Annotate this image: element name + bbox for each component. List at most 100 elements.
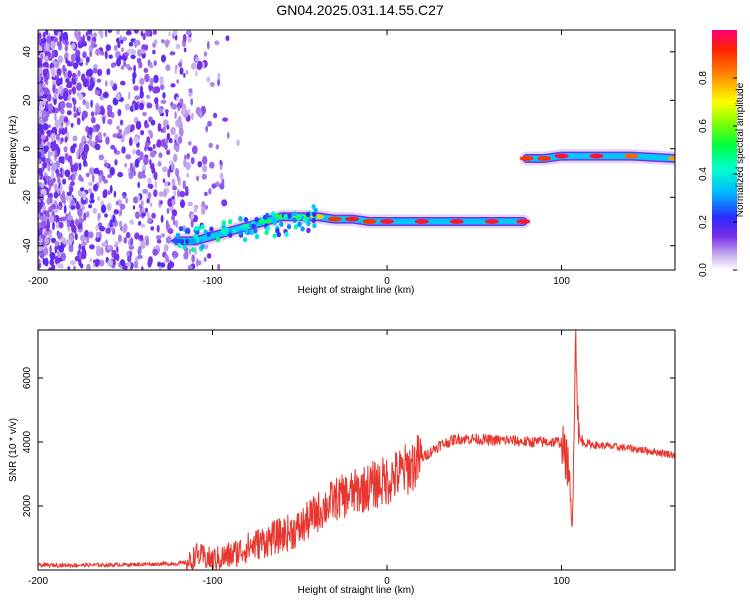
noise-speck bbox=[67, 70, 72, 79]
colorbar-tick-label: 0.8 bbox=[698, 71, 709, 85]
noise-speck bbox=[109, 219, 114, 229]
noise-speck bbox=[106, 203, 112, 211]
noise-speck bbox=[129, 166, 136, 174]
noise-speck bbox=[167, 228, 174, 235]
noise-speck bbox=[107, 174, 113, 179]
noise-speck bbox=[128, 41, 134, 47]
noise-speck bbox=[119, 203, 126, 210]
noise-speck bbox=[91, 173, 95, 183]
noise-speck bbox=[77, 208, 83, 217]
noise-speck bbox=[42, 123, 49, 131]
noise-speck bbox=[236, 139, 240, 147]
noise-speck bbox=[82, 51, 87, 59]
noise-speck bbox=[57, 31, 62, 37]
ridge-point bbox=[554, 153, 569, 159]
noise-speck bbox=[49, 252, 56, 261]
noise-speck bbox=[153, 74, 159, 84]
snr-x-ticks: -200 -100 0 100 bbox=[28, 330, 570, 587]
noise-speck bbox=[81, 110, 88, 119]
noise-speck bbox=[80, 234, 86, 242]
noise-speck bbox=[134, 211, 140, 219]
noise-speck bbox=[137, 245, 142, 255]
noise-speck bbox=[93, 43, 97, 48]
noise-speck bbox=[185, 70, 189, 75]
noise-speck bbox=[45, 100, 49, 108]
noise-speck bbox=[155, 235, 162, 240]
noise-speck bbox=[38, 59, 41, 67]
noise-speck bbox=[62, 190, 65, 199]
noise-speck bbox=[129, 250, 132, 258]
noise-speck bbox=[195, 56, 200, 62]
noise-speck bbox=[146, 102, 153, 109]
noise-speck bbox=[225, 35, 230, 42]
ridge-point bbox=[537, 156, 552, 161]
noise-speck bbox=[166, 207, 170, 214]
noise-speck bbox=[115, 200, 119, 206]
ridge-blob bbox=[274, 213, 279, 219]
noise-speck bbox=[38, 151, 42, 159]
noise-speck bbox=[59, 100, 66, 109]
noise-speck bbox=[208, 142, 213, 149]
noise-speck bbox=[139, 208, 143, 214]
noise-speck bbox=[76, 117, 81, 126]
noise-speck bbox=[59, 183, 63, 192]
ridge-blob bbox=[193, 225, 199, 232]
spectrogram-y-axis-label: Frequency (Hz) bbox=[8, 116, 19, 185]
noise-speck bbox=[122, 36, 128, 42]
noise-speck bbox=[149, 202, 153, 207]
ridge-blob bbox=[286, 224, 292, 230]
noise-speck bbox=[143, 156, 149, 166]
ridge-blob bbox=[206, 231, 211, 237]
noise-speck bbox=[158, 267, 162, 270]
ridge-blob bbox=[228, 228, 233, 234]
noise-speck bbox=[169, 261, 175, 269]
noise-speck bbox=[202, 165, 208, 173]
spectrogram-x-ticks: -200 -100 0 100 bbox=[28, 30, 570, 287]
noise-speck bbox=[42, 76, 46, 81]
noise-speck bbox=[106, 68, 111, 76]
ridge-blob bbox=[200, 224, 205, 230]
noise-speck bbox=[67, 266, 71, 270]
noise-speck bbox=[78, 218, 85, 224]
noise-speck bbox=[178, 136, 183, 144]
noise-speck bbox=[227, 131, 230, 139]
noise-speck bbox=[75, 74, 78, 83]
noise-speck bbox=[133, 136, 139, 144]
noise-speck bbox=[89, 50, 92, 58]
noise-speck bbox=[88, 167, 95, 175]
snr-x-axis-label: Height of straight line (km) bbox=[298, 585, 415, 596]
noise-speck bbox=[54, 183, 58, 192]
noise-speck bbox=[78, 258, 82, 267]
ridge-blob bbox=[209, 226, 214, 232]
noise-speck bbox=[50, 237, 57, 244]
noise-speck bbox=[98, 259, 105, 267]
noise-speck bbox=[141, 266, 144, 270]
noise-speck bbox=[139, 151, 144, 161]
noise-speck bbox=[174, 111, 177, 119]
noise-speck bbox=[44, 257, 49, 266]
noise-speck bbox=[61, 216, 67, 222]
colorbar: 0.0 0.2 0.4 0.6 0.8 Normalized spectral ampl… bbox=[698, 30, 746, 277]
noise-speck bbox=[124, 197, 129, 204]
noise-speck bbox=[103, 132, 107, 137]
noise-speck bbox=[149, 159, 152, 166]
ridge-blob bbox=[221, 220, 227, 226]
noise-speck bbox=[147, 183, 151, 189]
noise-speck bbox=[75, 55, 81, 63]
noise-speck bbox=[46, 110, 50, 118]
noise-speck bbox=[95, 48, 101, 56]
noise-speck bbox=[64, 45, 69, 52]
noise-speck bbox=[38, 230, 41, 236]
colorbar-tick-label: 0.4 bbox=[698, 167, 709, 181]
noise-speck bbox=[89, 258, 93, 263]
noise-speck bbox=[109, 185, 113, 194]
noise-speck bbox=[110, 62, 116, 68]
noise-speck bbox=[147, 146, 153, 152]
noise-speck bbox=[99, 94, 104, 101]
noise-speck bbox=[65, 77, 70, 84]
spectrogram-y-tick-label: 0 bbox=[22, 146, 33, 152]
noise-speck bbox=[221, 178, 225, 186]
snr-x-tick-label: 0 bbox=[384, 576, 390, 587]
noise-speck bbox=[69, 186, 74, 193]
noise-speck bbox=[121, 146, 126, 154]
